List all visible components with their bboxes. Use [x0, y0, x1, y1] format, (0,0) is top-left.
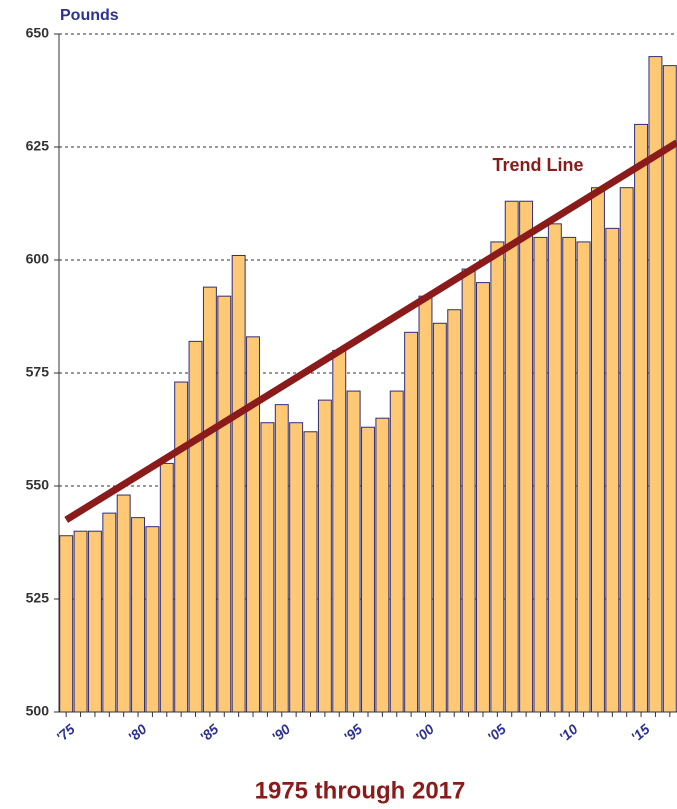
bar [590, 187, 605, 713]
bar [504, 200, 519, 713]
bar [576, 241, 591, 713]
bar [432, 322, 447, 713]
bar [389, 390, 404, 713]
y-axis-label: Pounds [60, 7, 119, 24]
x-tick-label: '95 [340, 721, 365, 746]
trend-label: Trend Line [492, 155, 583, 175]
bar [159, 462, 174, 713]
bar [131, 517, 146, 713]
y-tick-label: 550 [26, 477, 50, 493]
bar [662, 65, 677, 713]
x-tick-label: '80 [125, 721, 150, 746]
y-tick-label: 525 [26, 590, 50, 606]
x-tick-label: '10 [556, 721, 581, 746]
bar [533, 236, 548, 713]
x-tick-label: '00 [412, 721, 437, 746]
bar [73, 530, 88, 713]
bar [605, 227, 620, 713]
chart-title: 1975 through 2017 [255, 777, 466, 804]
bar [634, 123, 649, 713]
x-tick-label: '05 [484, 721, 509, 746]
bar [202, 286, 217, 713]
bar [303, 431, 318, 713]
bar [418, 295, 433, 713]
bar [476, 282, 490, 713]
x-tick-label: '75 [53, 721, 78, 746]
bar [102, 512, 117, 713]
bar [246, 336, 260, 713]
bar [116, 494, 131, 713]
bar [217, 295, 232, 713]
x-tick-label: '90 [269, 721, 294, 746]
bar [317, 399, 332, 713]
bar [289, 422, 304, 713]
bar [619, 187, 634, 713]
bar [174, 381, 189, 713]
y-tick-label: 625 [26, 138, 50, 154]
bar [547, 223, 562, 713]
bar [490, 241, 505, 713]
y-tick-label: 500 [26, 703, 50, 719]
bar [274, 404, 289, 713]
bar [231, 254, 246, 713]
bar [87, 530, 102, 713]
bar [59, 535, 74, 713]
y-tick-label: 650 [26, 25, 50, 41]
x-tick-label: '15 [628, 721, 653, 746]
bar [260, 422, 275, 713]
bar [375, 417, 390, 713]
bar [188, 340, 203, 713]
bar [361, 426, 375, 713]
bar [447, 309, 462, 713]
y-tick-label: 600 [26, 251, 50, 267]
bar [404, 331, 419, 713]
bar [562, 236, 577, 713]
bar [332, 349, 347, 713]
x-tick-label: '85 [197, 721, 222, 746]
bar [461, 268, 476, 713]
trend-line [64, 139, 677, 523]
bar [519, 200, 534, 713]
y-tick-label: 575 [26, 364, 50, 380]
bar [346, 390, 361, 713]
bar [145, 526, 160, 713]
